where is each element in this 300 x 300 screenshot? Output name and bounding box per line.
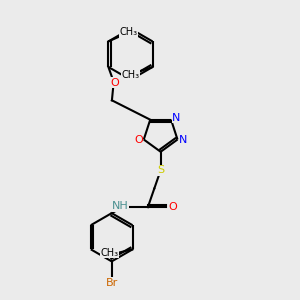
Text: CH₃: CH₃: [101, 248, 119, 258]
Text: NH: NH: [112, 201, 129, 212]
Text: Br: Br: [106, 278, 118, 288]
Text: O: O: [168, 202, 177, 212]
Text: N: N: [172, 113, 181, 123]
Text: O: O: [134, 134, 143, 145]
Text: CH₃: CH₃: [121, 70, 139, 80]
Text: O: O: [110, 78, 119, 88]
Text: N: N: [179, 134, 188, 145]
Text: CH₃: CH₃: [119, 27, 138, 37]
Text: S: S: [157, 165, 164, 175]
